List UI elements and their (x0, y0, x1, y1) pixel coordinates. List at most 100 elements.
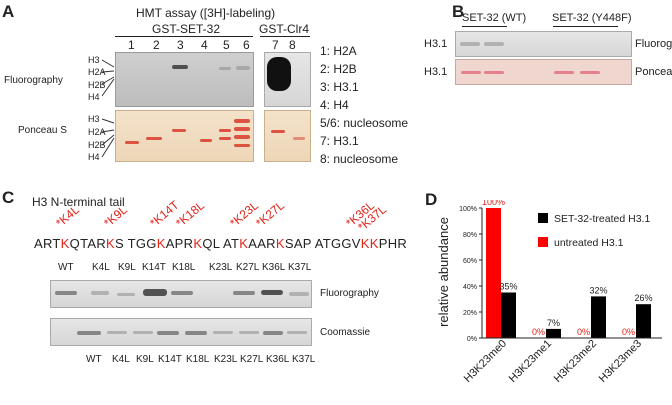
panel-a-letter: A (2, 2, 15, 21)
lane-label: 2 (153, 38, 160, 52)
seq-segment: AAR (248, 236, 276, 251)
bar-value-label: 100% (482, 200, 505, 207)
seq-lysine: K (193, 236, 203, 251)
bar-value-label: 26% (634, 293, 652, 303)
lane-label-c: K9L (136, 354, 154, 365)
mutation-label: *K27L (253, 198, 288, 230)
histone-label: H2A (88, 67, 106, 77)
legend-swatch (538, 213, 548, 223)
seq-segment: PHR (378, 236, 408, 251)
y-tick-label: 40% (463, 284, 477, 291)
row-label-h31: H3.1 (424, 66, 448, 78)
fluorography-gel-c (50, 280, 312, 308)
histone-label: H4 (88, 152, 100, 162)
col-underline-y448f (553, 26, 618, 27)
histone-label: H3 (88, 114, 100, 124)
ponceau-gel-set32 (115, 110, 254, 162)
histone-label: H4 (88, 92, 100, 102)
seq-segment: S TGG (115, 236, 157, 251)
seq-segment: QL AT (202, 236, 240, 251)
mutation-label: *K23L (227, 198, 262, 230)
histone-label: H3 (88, 55, 100, 65)
lane-label-c: K37L (288, 262, 312, 273)
panel-d-letter: D (425, 190, 438, 209)
row-label-fluorography-b: Fluorography (635, 38, 672, 50)
col-label-wt: SET-32 (WT) (462, 12, 527, 24)
h3-tail-sequence: ARTKQTARKS TGGKAPRKQL ATKAARKSAP ATGGVKK… (34, 236, 407, 251)
y-tick-label: 80% (463, 232, 477, 239)
bar-value-label: 32% (589, 285, 607, 295)
mutation-label: *K14T (147, 197, 182, 230)
row-label-coomassie-c: Coomassie (320, 327, 371, 338)
seq-segment: QTAR (69, 236, 107, 251)
lane-label: 4 (201, 38, 208, 52)
bar (546, 328, 561, 338)
group-label-clr4: GST-Clr4 (259, 22, 310, 36)
lane-label-c: K9L (118, 262, 136, 273)
group-label-set32: GST-SET-32 (152, 22, 221, 36)
lane-label-c: K18L (186, 354, 210, 365)
lane-label: 8 (289, 38, 296, 52)
seq-lysine: KK (360, 236, 379, 251)
mutation-label: *K18L (173, 198, 208, 230)
seq-lysine: K (275, 236, 285, 251)
seq-segment: ART (34, 236, 61, 251)
bar-value-label: 0% (577, 327, 590, 337)
bar-value-label: 35% (499, 282, 517, 292)
fluorography-gel-set32 (115, 52, 254, 107)
seq-segment: APR (165, 236, 194, 251)
lane-legend-item: 2: H2B (320, 62, 357, 76)
lane-label-c: K27L (240, 354, 264, 365)
legend-swatch (538, 237, 548, 247)
histone-pointer-lines (101, 59, 115, 97)
row-label-ponceau: Ponceau S (18, 125, 67, 136)
col-label-y448f: SET-32 (Y448F) (552, 12, 632, 24)
panel-a-title: HMT assay ([3H]-labeling) (136, 6, 276, 20)
lane-label: 1 (128, 38, 135, 52)
y-axis-label: relative abundance (436, 217, 451, 327)
bar (636, 304, 651, 338)
ponceau-gel-b (455, 59, 632, 85)
lane-label-c: K23L (209, 262, 233, 273)
seq-lysine: K (156, 236, 166, 251)
col-underline-wt (462, 26, 507, 27)
lane-label: 3 (177, 38, 184, 52)
histone-label: H2B (88, 140, 106, 150)
lane-label: 5 (223, 38, 230, 52)
histone-pointer-lines (101, 118, 115, 158)
lane-label-c: WT (58, 262, 74, 273)
lane-legend-item: 8: nucleosome (320, 152, 399, 166)
seq-lysine: K (239, 236, 249, 251)
lane-label-c: K4L (92, 262, 110, 273)
lane-label-c: WT (86, 354, 102, 365)
row-label-fluorography: Fluorography (4, 75, 63, 86)
lane-label: 7 (272, 38, 279, 52)
lane-label-c: K36L (266, 354, 290, 365)
y-tick-label: 100% (459, 206, 477, 213)
row-label-ponceau-b: Ponceau S (635, 66, 672, 78)
y-tick-label: 60% (463, 258, 477, 265)
seq-lysine: K (60, 236, 70, 251)
bar-value-label: 0% (532, 327, 545, 337)
bar-value-label: 0% (622, 327, 635, 337)
panel-c-letter: C (2, 188, 15, 207)
lane-legend-item: 3: H3.1 (320, 80, 359, 94)
lane-label-c: K14T (158, 354, 182, 365)
coomassie-gel-c (50, 318, 312, 346)
fluorography-gel-clr4 (264, 52, 311, 107)
seq-lysine: K (106, 236, 115, 251)
row-label-fluorography-c: Fluorography (320, 288, 379, 299)
lane-label-c: K27L (236, 262, 260, 273)
group-underline-clr4 (260, 36, 310, 37)
ponceau-gel-clr4 (264, 110, 311, 162)
lane-label-c: K14T (142, 262, 166, 273)
y-tick-label: 20% (463, 310, 477, 317)
group-underline-set32 (115, 36, 253, 37)
category-label: H3K23me2 (552, 338, 599, 385)
lane-label: 6 (243, 38, 250, 52)
lane-legend-item: 7: H3.1 (320, 134, 359, 148)
seq-segment: SAP ATGGV (284, 236, 361, 251)
category-label: H3K23me3 (597, 338, 644, 385)
legend-label: SET-32-treated H3.1 (554, 213, 650, 225)
lane-legend-item: 4: H4 (320, 98, 349, 112)
